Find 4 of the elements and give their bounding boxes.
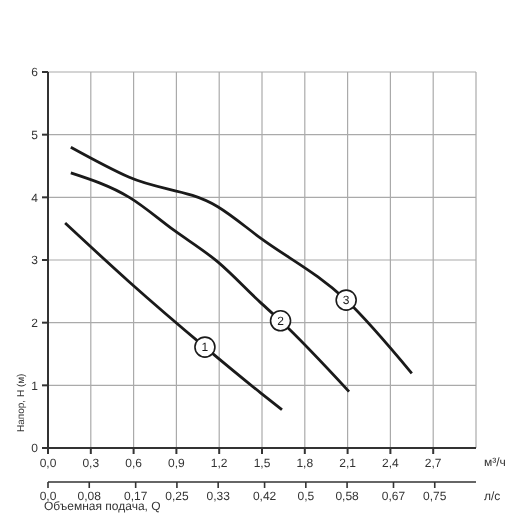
line-series — [69, 171, 351, 393]
point — [194, 336, 216, 358]
line-series — [69, 145, 414, 375]
line-series — [63, 221, 284, 412]
